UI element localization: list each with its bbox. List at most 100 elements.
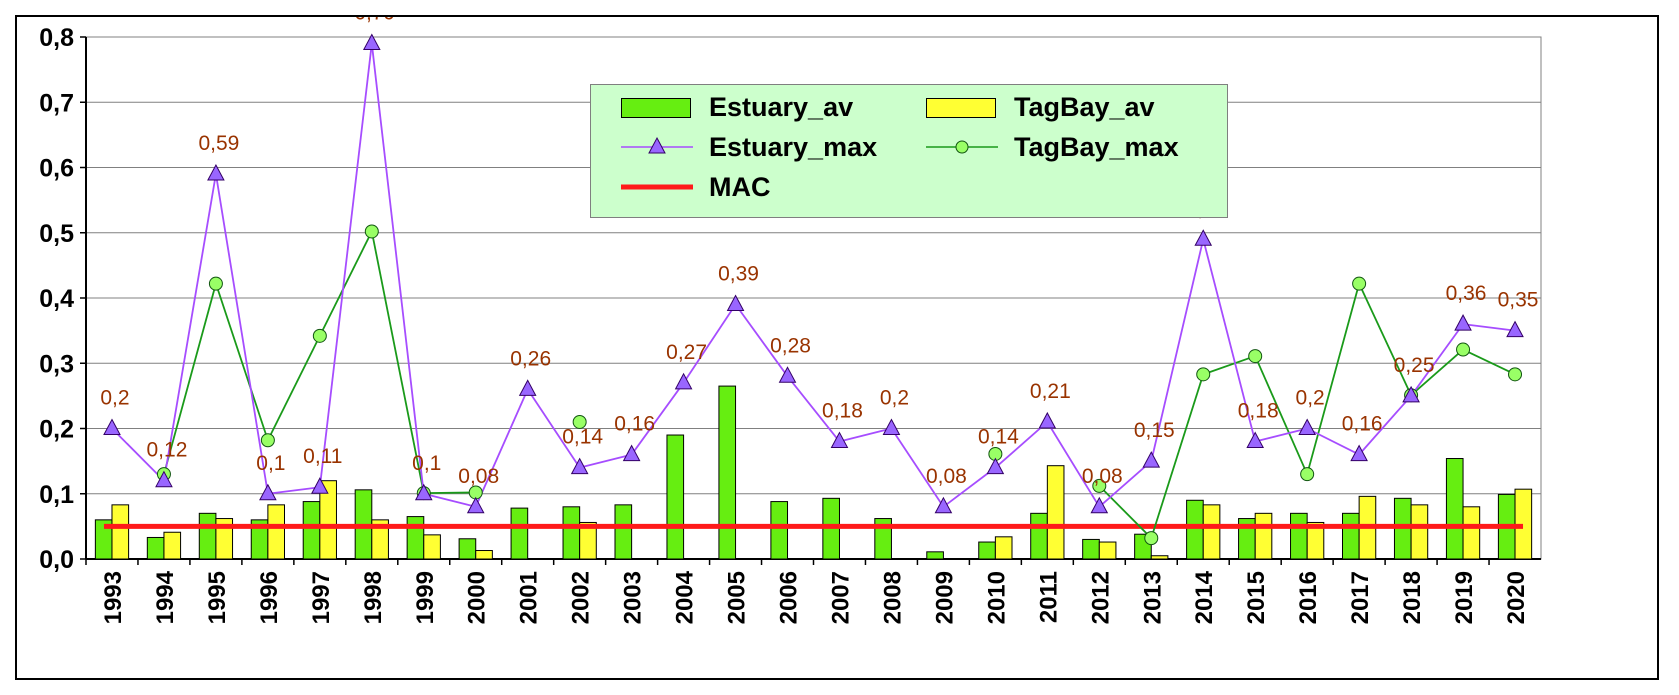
bar-estuary-av bbox=[562, 506, 581, 560]
x-tick-label: 2019 bbox=[1451, 571, 1478, 624]
tagbay-max-point bbox=[1456, 342, 1471, 357]
x-tick-label: 1994 bbox=[152, 570, 179, 624]
estuary-max-segment bbox=[215, 173, 269, 494]
legend-label-estuary-av: Estuary_av bbox=[709, 91, 854, 122]
data-label: 0,18 bbox=[1238, 400, 1279, 423]
x-tick-label: 1996 bbox=[256, 571, 283, 624]
data-label: 0,2 bbox=[100, 387, 129, 410]
data-label: 0,2 bbox=[880, 387, 909, 410]
estuary-max-segment bbox=[163, 173, 217, 481]
estuary-max-point bbox=[1246, 431, 1265, 449]
data-label: 0,08 bbox=[458, 465, 499, 488]
estuary-max-point bbox=[1298, 418, 1316, 435]
bar-estuary-av bbox=[198, 512, 217, 560]
x-tick-label: 1995 bbox=[204, 571, 231, 624]
data-label: 0,18 bbox=[822, 400, 863, 423]
legend-label-mac: MAC bbox=[709, 171, 771, 202]
bar-tagbay-av bbox=[579, 521, 597, 560]
estuary-max-point bbox=[1506, 320, 1524, 338]
tagbay-max-point bbox=[312, 328, 327, 343]
tagbay-max-segment bbox=[215, 283, 269, 441]
tagbay-max-point bbox=[1092, 478, 1107, 493]
tagbay-max-segment bbox=[1462, 348, 1516, 376]
estuary-max-point bbox=[518, 379, 537, 396]
tagbay-max-segment bbox=[163, 283, 217, 475]
y-tick-label: 0,2 bbox=[39, 416, 74, 444]
estuary-max-segment bbox=[423, 492, 476, 508]
data-label: 0,14 bbox=[562, 426, 603, 449]
estuary-max-segment bbox=[839, 427, 892, 443]
legend-item-estuary-av: Estuary_av bbox=[621, 92, 853, 122]
tagbay-max-point bbox=[1508, 367, 1523, 382]
tagbay-max-point bbox=[364, 224, 379, 239]
legend-swatch-tagbay-av bbox=[926, 92, 1006, 122]
x-tick-label: 2014 bbox=[1191, 570, 1218, 624]
bar-estuary-av bbox=[1030, 512, 1048, 560]
estuary-max-point bbox=[103, 418, 121, 435]
bar-tagbay-av bbox=[1150, 555, 1169, 560]
data-label: 0,14 bbox=[978, 426, 1019, 449]
bar-tagbay-av bbox=[475, 550, 493, 560]
x-tick-label: 1998 bbox=[360, 571, 387, 624]
tagbay-max-point bbox=[1300, 467, 1315, 482]
bar-tagbay-av bbox=[1202, 504, 1221, 560]
estuary-max-point bbox=[259, 483, 277, 501]
tagbay-max-segment bbox=[1254, 355, 1308, 475]
estuary-max-point bbox=[622, 444, 641, 462]
estuary-max-segment bbox=[1254, 427, 1308, 443]
y-tick-label: 0,1 bbox=[39, 481, 74, 509]
data-label: 0,08 bbox=[926, 465, 967, 488]
estuary-max-point bbox=[1350, 444, 1368, 462]
tagbay-max-segment bbox=[1306, 283, 1360, 475]
bar-estuary-av bbox=[1290, 512, 1308, 560]
estuary-max-point bbox=[362, 33, 381, 51]
data-label: 0,26 bbox=[510, 347, 551, 370]
bar-tagbay-av bbox=[371, 519, 389, 560]
x-tick-label: 2009 bbox=[931, 571, 958, 624]
bar-tagbay-av bbox=[319, 480, 337, 560]
estuary-max-point bbox=[674, 372, 693, 390]
estuary-max-point bbox=[311, 477, 329, 494]
data-label: 0,16 bbox=[614, 413, 655, 436]
bar-estuary-av bbox=[666, 434, 685, 560]
bar-estuary-av bbox=[1341, 512, 1360, 560]
estuary-max-segment bbox=[1462, 323, 1516, 332]
estuary-max-point bbox=[155, 470, 173, 488]
data-label: 0,21 bbox=[1030, 380, 1071, 403]
tagbay-max-segment bbox=[319, 231, 373, 337]
y-tick-label: 0,5 bbox=[39, 220, 74, 248]
tagbay-max-point bbox=[572, 414, 587, 429]
tagbay-max-segment bbox=[370, 231, 425, 494]
estuary-max-segment bbox=[890, 428, 945, 508]
bar-estuary-av bbox=[302, 501, 321, 560]
data-label: 0,28 bbox=[770, 334, 811, 357]
bar-estuary-av bbox=[718, 385, 737, 560]
estuary-max-segment bbox=[267, 486, 320, 495]
x-tick-label: 2011 bbox=[1035, 571, 1062, 623]
x-tick-label: 2006 bbox=[776, 571, 803, 624]
estuary-max-segment bbox=[1202, 239, 1257, 442]
estuary-max-point bbox=[986, 457, 1005, 475]
estuary-max-point bbox=[1038, 411, 1057, 429]
legend-item-tagbay-av: TagBay_av bbox=[926, 92, 1155, 122]
bar-tagbay-av bbox=[994, 536, 1013, 560]
x-tick-label: 2016 bbox=[1295, 571, 1322, 624]
bar-tagbay-av bbox=[1306, 521, 1325, 560]
bar-tagbay-av bbox=[1098, 541, 1117, 560]
data-label: 0,25 bbox=[1394, 354, 1435, 377]
data-label: 0,12 bbox=[147, 439, 188, 462]
estuary-max-point bbox=[570, 457, 589, 475]
estuary-max-point bbox=[1090, 496, 1109, 514]
estuary-max-point bbox=[882, 418, 901, 435]
x-tick-label: 2005 bbox=[724, 571, 751, 624]
data-label: 0,59 bbox=[198, 132, 239, 155]
x-tick-label: 2000 bbox=[464, 571, 491, 624]
estuary-max-point bbox=[778, 366, 797, 383]
data-label: 0,16 bbox=[1342, 413, 1383, 436]
estuary-max-point bbox=[726, 294, 745, 312]
estuary-max-segment bbox=[1150, 239, 1205, 462]
estuary-max-point bbox=[1142, 451, 1161, 468]
x-tick-label: 2004 bbox=[672, 570, 699, 624]
legend-label-estuary-max: Estuary_max bbox=[709, 131, 878, 162]
x-tick-label: 2007 bbox=[827, 571, 854, 624]
